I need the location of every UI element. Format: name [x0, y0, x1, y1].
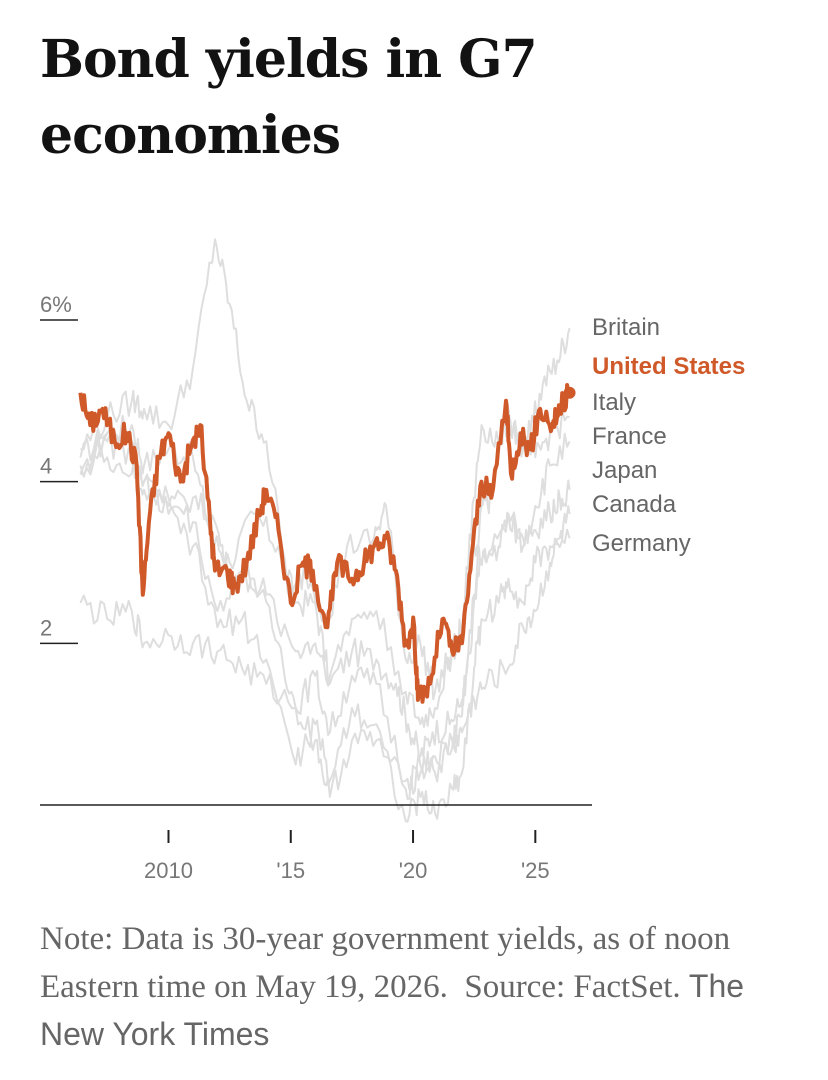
y-tick-label: 4 — [40, 454, 52, 479]
credit: The New York Times — [40, 968, 753, 1052]
x-tick-label: 2010 — [144, 858, 193, 883]
x-tick-label: '15 — [276, 858, 305, 883]
legend-label-italy: Italy — [592, 389, 636, 416]
note-text: Note: Data is 30-year government yields,… — [40, 921, 739, 1005]
chart-title: Bond yields in G7 economies — [40, 29, 538, 166]
series-line-germany — [79, 432, 571, 823]
y-tick-label: 6% — [40, 292, 72, 317]
legend-label-germany: Germany — [592, 530, 691, 557]
chart-note: Note: Data is 30-year government yields,… — [40, 916, 810, 1059]
legend-label-france: France — [592, 423, 667, 450]
legend-label-japan: Japan — [592, 457, 657, 484]
series-line-united-states — [78, 383, 572, 704]
legend-label-canada: Canada — [592, 491, 677, 518]
line-chart: 6% 4 2 2010 '15 '20 '25 Britain United States I… — [40, 238, 745, 883]
series-line-japan — [79, 505, 571, 801]
legend: Britain United States Italy France Japan Cana… — [592, 314, 745, 557]
legend-label-united-states: United States — [592, 353, 745, 380]
series-line-britain — [79, 327, 571, 758]
legend-label-britain: Britain — [592, 314, 660, 341]
highlight-series — [78, 383, 576, 704]
x-tick-label: '20 — [399, 858, 428, 883]
background-series — [79, 238, 571, 823]
y-axis: 6% 4 2 — [40, 292, 78, 645]
series-endpoint-united-states — [563, 386, 576, 399]
x-tick-label: '25 — [521, 858, 550, 883]
y-tick-label: 2 — [40, 615, 52, 640]
series-line-canada — [79, 445, 571, 728]
x-axis: 2010 '15 '20 '25 — [144, 830, 550, 883]
